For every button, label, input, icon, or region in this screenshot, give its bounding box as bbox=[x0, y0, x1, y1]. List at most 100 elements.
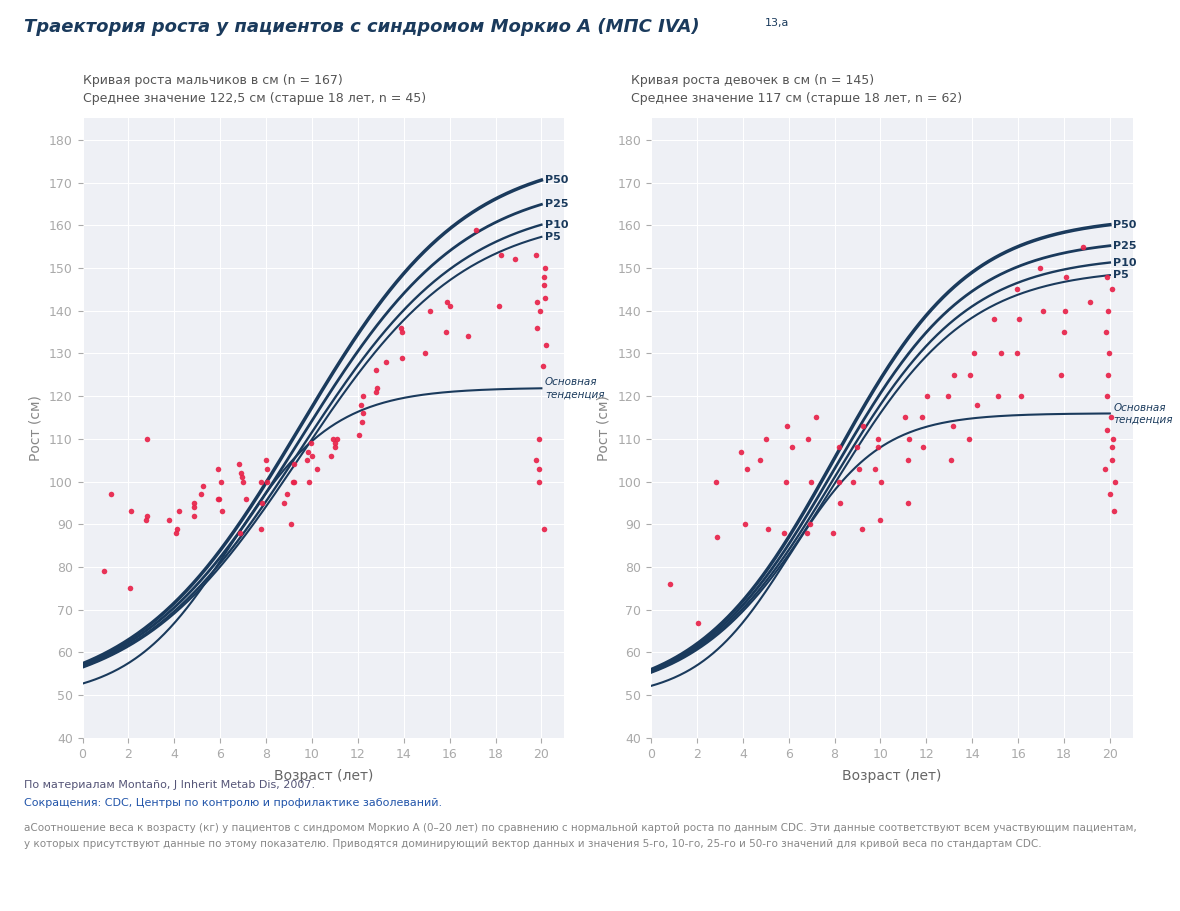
Point bbox=[212, 504, 231, 518]
Point bbox=[776, 475, 795, 489]
Point bbox=[393, 324, 412, 339]
Point bbox=[530, 303, 549, 318]
Point bbox=[211, 475, 230, 489]
Point bbox=[527, 295, 546, 310]
Point bbox=[168, 521, 186, 536]
Text: Кривая роста мальчиков в см (n = 167): Кривая роста мальчиков в см (n = 167) bbox=[83, 74, 342, 87]
Point bbox=[1051, 367, 1070, 382]
Point bbox=[1008, 346, 1027, 361]
Point bbox=[392, 351, 411, 365]
Point bbox=[917, 389, 936, 404]
Point bbox=[1102, 453, 1121, 467]
Point bbox=[191, 487, 210, 502]
Point bbox=[258, 475, 277, 489]
Point bbox=[801, 475, 820, 489]
Point bbox=[138, 432, 157, 446]
Point bbox=[868, 432, 887, 446]
Point bbox=[942, 453, 961, 467]
Text: Среднее значение 122,5 см (старше 18 лет, n = 45): Среднее значение 122,5 см (старше 18 лет… bbox=[83, 92, 426, 105]
Point bbox=[535, 291, 553, 305]
Point bbox=[1101, 410, 1120, 425]
Point bbox=[492, 248, 511, 262]
Point bbox=[194, 478, 212, 493]
Point bbox=[530, 462, 549, 476]
Point bbox=[438, 295, 457, 310]
Point bbox=[251, 475, 270, 489]
Point bbox=[732, 445, 750, 459]
Point bbox=[1057, 270, 1076, 284]
Point bbox=[1055, 324, 1074, 339]
Point bbox=[1097, 423, 1116, 437]
Point bbox=[782, 440, 801, 455]
Point bbox=[1096, 462, 1115, 476]
Point bbox=[120, 581, 139, 596]
Point bbox=[326, 435, 345, 450]
Point bbox=[159, 513, 178, 527]
Point bbox=[1008, 282, 1027, 297]
Point bbox=[989, 389, 1008, 404]
Point bbox=[122, 504, 140, 518]
Point bbox=[352, 397, 371, 412]
Point bbox=[232, 470, 251, 485]
Point bbox=[1074, 240, 1093, 254]
Point bbox=[526, 248, 545, 262]
Text: P10: P10 bbox=[1113, 258, 1136, 268]
Point bbox=[871, 513, 890, 527]
Point bbox=[831, 496, 850, 510]
Point bbox=[137, 513, 156, 527]
Point bbox=[421, 303, 440, 318]
Point bbox=[778, 419, 796, 434]
Point bbox=[1106, 475, 1125, 489]
Point bbox=[759, 521, 778, 536]
Point bbox=[299, 445, 317, 459]
Point bbox=[1056, 303, 1075, 318]
Point bbox=[530, 475, 549, 489]
Point bbox=[800, 517, 819, 532]
Point bbox=[799, 432, 818, 446]
Point bbox=[354, 389, 373, 404]
Point bbox=[944, 419, 963, 434]
Point bbox=[939, 389, 958, 404]
Text: P50: P50 bbox=[545, 175, 569, 185]
Point bbox=[184, 500, 203, 515]
Point bbox=[230, 526, 249, 540]
Point bbox=[209, 462, 228, 476]
Point bbox=[307, 462, 326, 476]
Point bbox=[1100, 346, 1119, 361]
Point bbox=[850, 462, 868, 476]
Point bbox=[913, 440, 932, 455]
X-axis label: Возраст (лет): Возраст (лет) bbox=[843, 769, 942, 783]
Point bbox=[806, 410, 825, 425]
Point bbox=[353, 415, 372, 429]
Point bbox=[367, 363, 386, 378]
Point bbox=[1099, 367, 1117, 382]
Y-axis label: Рост (см): Рост (см) bbox=[597, 395, 610, 461]
Point bbox=[536, 338, 555, 353]
Point bbox=[1097, 389, 1116, 404]
Text: Кривая роста девочек в см (n = 145): Кривая роста девочек в см (n = 145) bbox=[631, 74, 874, 87]
Point bbox=[1099, 270, 1117, 284]
Point bbox=[735, 517, 754, 532]
Point bbox=[535, 270, 553, 284]
Point bbox=[1103, 440, 1122, 455]
Point bbox=[275, 496, 294, 510]
Point bbox=[505, 252, 524, 267]
Text: P10: P10 bbox=[545, 220, 569, 230]
Point bbox=[847, 440, 866, 455]
Point bbox=[1103, 432, 1122, 446]
Point bbox=[968, 397, 986, 412]
Point bbox=[527, 321, 546, 335]
Point bbox=[535, 521, 553, 536]
Text: у которых присутствуют данные по этому показателю. Приводятся доминирующий векто: у которых присутствуют данные по этому п… bbox=[24, 839, 1041, 849]
Point bbox=[169, 504, 188, 518]
Point bbox=[1096, 324, 1115, 339]
Point bbox=[368, 380, 387, 394]
Point bbox=[533, 359, 552, 374]
Point bbox=[366, 384, 385, 399]
Text: Основная
тенденция: Основная тенденция bbox=[1113, 403, 1173, 425]
Point bbox=[991, 346, 1010, 361]
Point bbox=[959, 432, 978, 446]
Text: Сокращения: CDC, Центры по контролю и профилактике заболеваний.: Сокращения: CDC, Центры по контролю и пр… bbox=[24, 798, 441, 808]
Point bbox=[830, 475, 848, 489]
Point bbox=[750, 453, 769, 467]
